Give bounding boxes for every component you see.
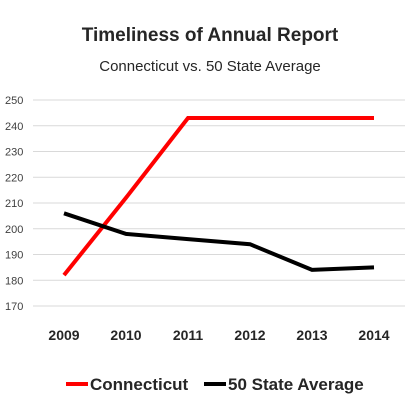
chart-title: Timeliness of Annual Report xyxy=(82,25,339,46)
y-tick-label: 200 xyxy=(5,224,23,236)
gridlines xyxy=(33,99,405,307)
x-tick-label: 2013 xyxy=(296,327,327,343)
legend: Connecticut 50 State Average xyxy=(66,375,364,394)
y-tick-label: 190 xyxy=(5,250,23,262)
series-line-0 xyxy=(62,116,374,277)
series-lines xyxy=(62,116,375,277)
y-tick-label: 220 xyxy=(5,172,23,184)
y-tick-label: 250 xyxy=(5,95,23,107)
x-tick-label: 2010 xyxy=(110,327,141,343)
y-tick-label: 240 xyxy=(5,121,23,133)
x-tick-label: 2014 xyxy=(358,327,389,343)
chart-subtitle: Connecticut vs. 50 State Average xyxy=(99,58,321,75)
x-tick-label: 2011 xyxy=(173,327,204,343)
y-tick-label: 230 xyxy=(5,147,23,159)
y-axis-ticks: 170 180 190 200 210 220 230 240 250 xyxy=(5,95,23,313)
series-line-1 xyxy=(63,211,375,272)
y-tick-label: 180 xyxy=(5,275,23,287)
x-axis-ticks: 2009 2010 2011 2012 2013 2014 xyxy=(48,327,389,343)
y-tick-label: 170 xyxy=(5,301,23,313)
x-tick-label: 2009 xyxy=(48,327,79,343)
y-tick-label: 210 xyxy=(5,198,23,210)
x-tick-label: 2012 xyxy=(234,327,265,343)
legend-label: Connecticut xyxy=(90,375,189,394)
legend-label: 50 State Average xyxy=(228,375,364,394)
